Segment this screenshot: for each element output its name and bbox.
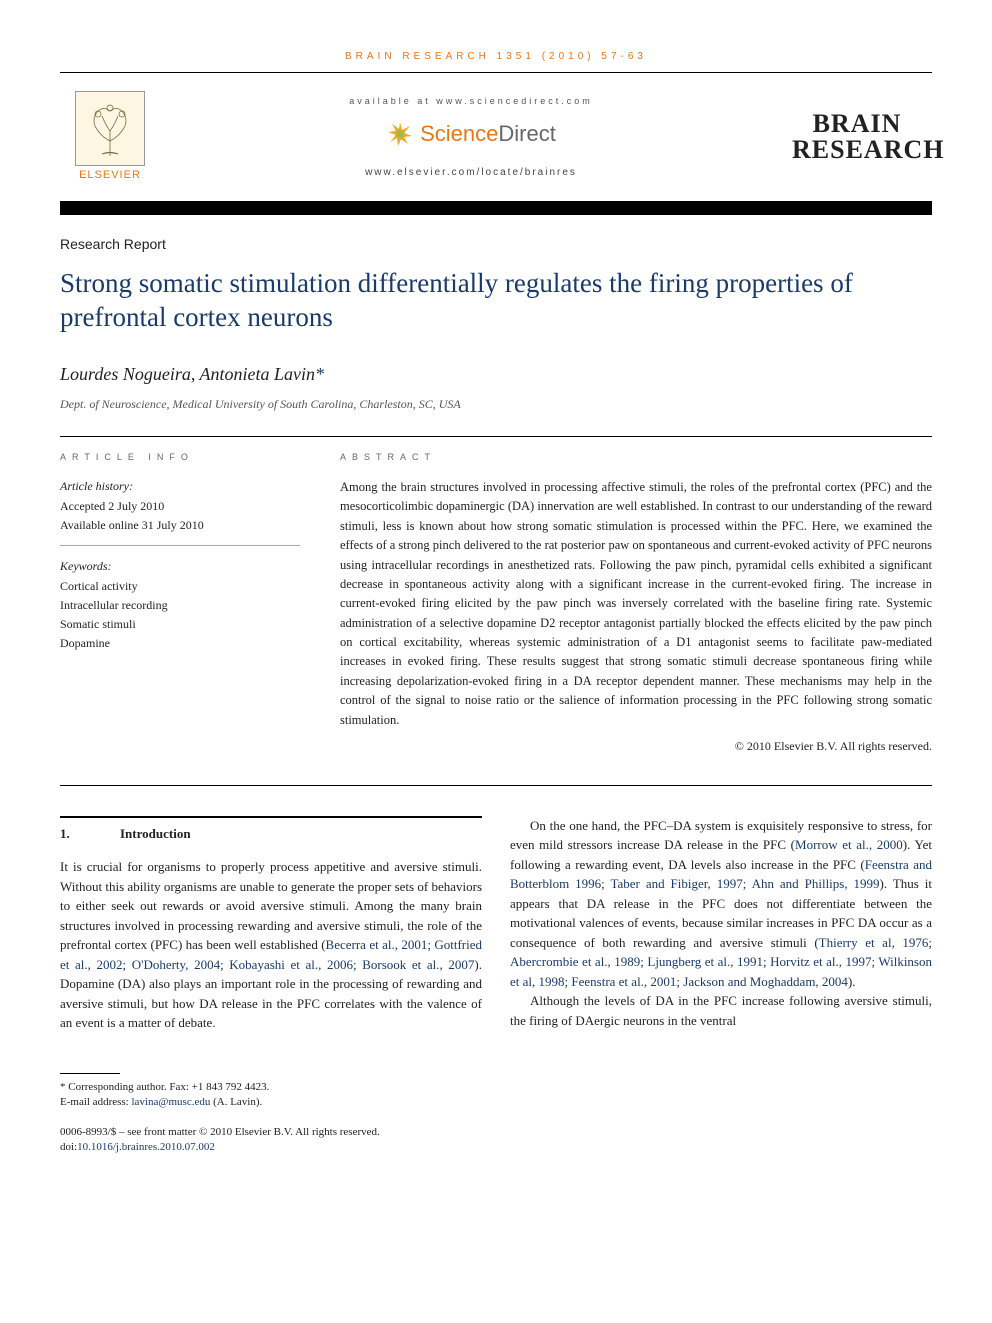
abstract-copyright: © 2010 Elsevier B.V. All rights reserved… bbox=[340, 738, 932, 755]
masthead: ELSEVIER available at www.sciencedirect.… bbox=[60, 73, 932, 201]
section-number: 1. bbox=[60, 824, 120, 844]
info-divider bbox=[60, 545, 300, 546]
right-column: On the one hand, the PFC–DA system is ex… bbox=[510, 816, 932, 1156]
article-title: Strong somatic stimulation differentiall… bbox=[60, 267, 932, 335]
black-bar bbox=[60, 201, 932, 215]
citation[interactable]: Morrow et al., 2000 bbox=[795, 837, 903, 852]
paragraph: Although the levels of DA in the PFC inc… bbox=[510, 991, 932, 1030]
authors: Lourdes Nogueira, Antonieta Lavin* bbox=[60, 362, 932, 387]
paragraph: It is crucial for organisms to properly … bbox=[60, 857, 482, 1033]
abstract-text: Among the brain structures involved in p… bbox=[340, 478, 932, 730]
accepted-date: Accepted 2 July 2010 bbox=[60, 498, 300, 515]
front-matter-line: 0006-8993/$ – see front matter © 2010 El… bbox=[60, 1125, 482, 1140]
section-title: Introduction bbox=[120, 824, 191, 844]
footnote-rule bbox=[60, 1073, 120, 1074]
article-info: ARTICLE INFO Article history: Accepted 2… bbox=[60, 451, 300, 754]
corresponding-mark[interactable]: * bbox=[315, 364, 324, 384]
meta-rule bbox=[60, 436, 932, 437]
abstract-head: ABSTRACT bbox=[340, 451, 932, 464]
keyword: Cortical activity bbox=[60, 578, 300, 595]
sciencedirect-logo[interactable]: ScienceDirect bbox=[150, 119, 792, 150]
affiliation: Dept. of Neuroscience, Medical Universit… bbox=[60, 396, 932, 413]
masthead-center: available at www.sciencedirect.com Scien… bbox=[150, 95, 792, 180]
journal-url[interactable]: www.elsevier.com/locate/brainres bbox=[150, 166, 792, 180]
left-column: 1. Introduction It is crucial for organi… bbox=[60, 816, 482, 1156]
section-heading: 1. Introduction bbox=[60, 816, 482, 844]
article-info-head: ARTICLE INFO bbox=[60, 451, 300, 464]
article-type: Research Report bbox=[60, 235, 932, 255]
journal-title-logo: BRAIN RESEARCH bbox=[792, 111, 922, 163]
elsevier-text: ELSEVIER bbox=[79, 168, 141, 183]
elsevier-tree-icon bbox=[75, 91, 145, 166]
keyword: Somatic stimuli bbox=[60, 616, 300, 633]
paragraph: On the one hand, the PFC–DA system is ex… bbox=[510, 816, 932, 992]
body-columns: 1. Introduction It is crucial for organi… bbox=[60, 816, 932, 1156]
journal-reference: BRAIN RESEARCH 1351 (2010) 57-63 bbox=[60, 50, 932, 64]
keyword: Dopamine bbox=[60, 635, 300, 652]
keywords-label: Keywords: bbox=[60, 558, 300, 575]
abstract-block: ABSTRACT Among the brain structures invo… bbox=[340, 451, 932, 754]
history-label: Article history: bbox=[60, 478, 300, 495]
email-link[interactable]: lavina@musc.edu bbox=[131, 1096, 210, 1108]
meta-rule-bottom bbox=[60, 785, 932, 786]
doi-link[interactable]: 10.1016/j.brainres.2010.07.002 bbox=[77, 1141, 215, 1153]
sciencedirect-text: ScienceDirect bbox=[420, 119, 556, 150]
elsevier-logo[interactable]: ELSEVIER bbox=[70, 91, 150, 183]
email-footnote: E-mail address: lavina@musc.edu (A. Lavi… bbox=[60, 1095, 482, 1110]
sciencedirect-burst-icon bbox=[386, 120, 414, 148]
keyword: Intracellular recording bbox=[60, 597, 300, 614]
available-at-text: available at www.sciencedirect.com bbox=[150, 95, 792, 108]
corresponding-author-footnote: * Corresponding author. Fax: +1 843 792 … bbox=[60, 1080, 482, 1095]
meta-row: ARTICLE INFO Article history: Accepted 2… bbox=[60, 451, 932, 754]
front-matter-block: 0006-8993/$ – see front matter © 2010 El… bbox=[60, 1125, 482, 1156]
doi-line: doi:10.1016/j.brainres.2010.07.002 bbox=[60, 1140, 482, 1155]
online-date: Available online 31 July 2010 bbox=[60, 517, 300, 534]
